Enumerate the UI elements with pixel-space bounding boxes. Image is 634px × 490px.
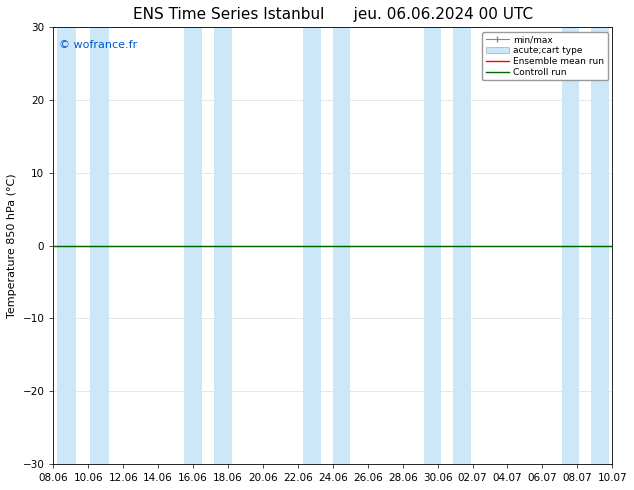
Bar: [90, 27, 109, 464]
Bar: [592, 27, 609, 464]
Bar: [453, 27, 471, 464]
Bar: [333, 27, 351, 464]
Bar: [184, 27, 202, 464]
Text: © wofrance.fr: © wofrance.fr: [59, 40, 137, 50]
Bar: [303, 27, 321, 464]
Y-axis label: Temperature 850 hPa (°C): Temperature 850 hPa (°C): [7, 173, 17, 318]
Title: ENS Time Series Istanbul      jeu. 06.06.2024 00 UTC: ENS Time Series Istanbul jeu. 06.06.2024…: [133, 7, 533, 22]
Bar: [57, 27, 76, 464]
Bar: [214, 27, 231, 464]
Bar: [424, 27, 441, 464]
Legend: min/max, acute;cart type, Ensemble mean run, Controll run: min/max, acute;cart type, Ensemble mean …: [482, 32, 608, 80]
Bar: [562, 27, 579, 464]
